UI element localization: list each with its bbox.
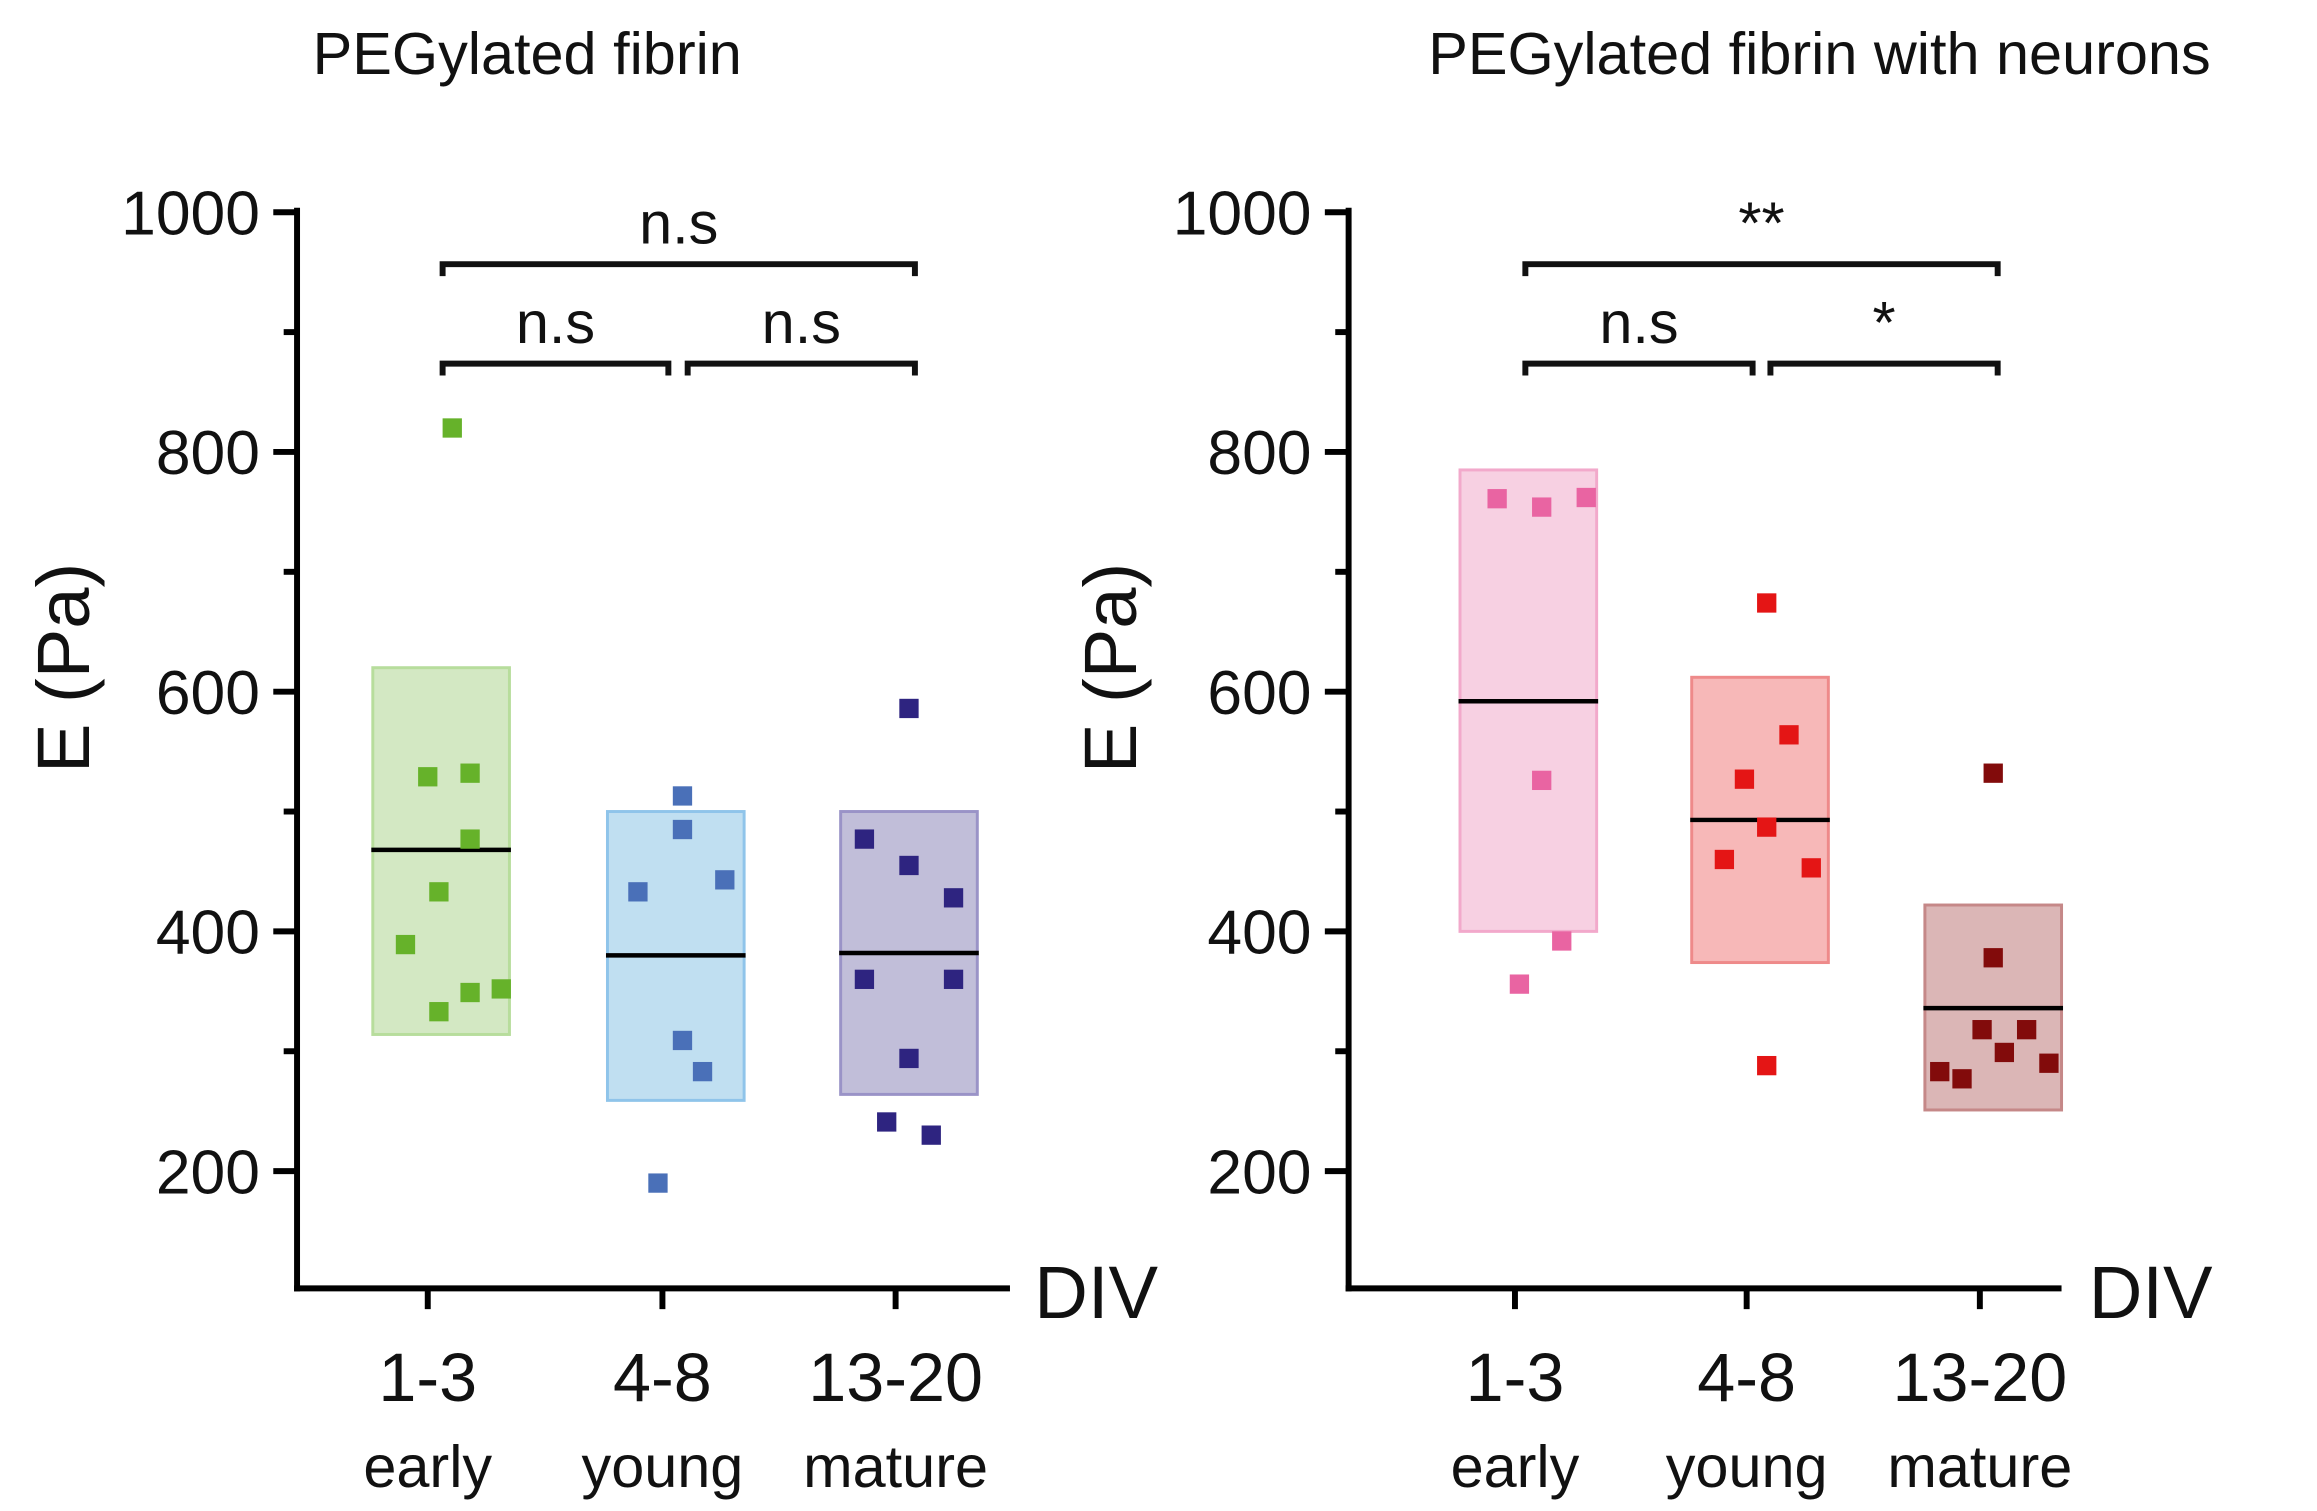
data-point-mature <box>1952 1069 1972 1089</box>
x-axis-label: DIV <box>1034 1251 1158 1334</box>
significance-bracket <box>684 360 918 376</box>
x-tick-sublabel: mature <box>1887 1433 2072 1500</box>
x-tick-sublabel: young <box>1666 1433 1828 1500</box>
data-point-early <box>442 418 462 438</box>
significance-bracket <box>439 360 672 376</box>
data-point-young <box>692 1061 713 1082</box>
significance-bracket <box>1522 261 2001 277</box>
y-tick-label: 200 <box>1207 1138 1311 1207</box>
data-point-early <box>1576 487 1596 508</box>
data-point-mature <box>1994 1042 2015 1063</box>
data-point-early <box>1552 931 1572 951</box>
panel-pegylated-fibrin: PEGylated fibrin E (Pa) DIV 200 400 600 800 100… <box>22 20 1158 1500</box>
x-tick-sublabel: mature <box>803 1433 988 1500</box>
data-point-young <box>1757 593 1777 613</box>
significance-bracket <box>1522 360 1756 376</box>
data-point-young <box>672 1030 693 1051</box>
y-tick-label: 600 <box>156 659 260 728</box>
data-point-young <box>1714 849 1735 870</box>
data-point-mature <box>854 969 875 989</box>
data-point-early <box>491 979 511 999</box>
significance-bracket <box>439 261 918 277</box>
significance-bracket <box>1767 360 2001 376</box>
y-tick-label: 800 <box>156 419 260 488</box>
data-point-mature <box>1983 948 2003 968</box>
data-point-young <box>672 786 693 806</box>
data-point-mature <box>854 829 875 849</box>
x-tick-label: 13-20 <box>1892 1340 2067 1416</box>
data-point-mature <box>899 855 919 876</box>
x-tick-label: 4-8 <box>1697 1340 1796 1416</box>
y-tick-label: 1000 <box>121 180 260 249</box>
data-point-early <box>429 1002 449 1022</box>
data-point-mature <box>899 698 919 719</box>
data-point-early <box>1532 770 1552 791</box>
data-point-early <box>1509 974 1530 994</box>
y-axis-label: E (Pa) <box>1069 563 1152 773</box>
data-point-mature <box>943 969 964 989</box>
x-axis-label: DIV <box>2089 1251 2213 1334</box>
x-tick-sublabel: young <box>582 1433 744 1500</box>
data-point-young <box>1801 858 1821 878</box>
data-point-mature <box>1972 1020 1992 1040</box>
y-tick-label: 1000 <box>1173 180 1312 249</box>
data-point-mature <box>943 888 964 908</box>
y-tick-label: 200 <box>156 1138 260 1207</box>
y-tick-label: 800 <box>1207 419 1311 488</box>
data-point-early <box>429 882 449 902</box>
data-point-early <box>460 982 480 1003</box>
x-tick-sublabel: early <box>1451 1433 1580 1500</box>
y-axis-label: E (Pa) <box>22 563 105 773</box>
data-point-young <box>715 870 735 890</box>
data-point-mature <box>921 1125 941 1145</box>
data-point-young <box>628 882 648 902</box>
data-point-early <box>1487 489 1507 509</box>
x-tick-label: 1-3 <box>378 1340 477 1416</box>
significance-label: ** <box>1738 189 1784 256</box>
data-point-young <box>1734 769 1755 789</box>
chart-title: PEGylated fibrin with neurons <box>1428 20 2210 87</box>
x-tick-sublabel: early <box>363 1433 492 1500</box>
data-point-mature <box>1983 763 2003 783</box>
data-point-mature <box>2039 1053 2059 1073</box>
data-point-early <box>460 763 480 783</box>
panel-pegylated-fibrin-with-neurons: PEGylated fibrin with neurons E (Pa) DIV 20… <box>1069 20 2213 1500</box>
significance-label: n.s <box>762 289 841 356</box>
x-tick-label: 4-8 <box>613 1340 712 1416</box>
significance-label: * <box>1872 289 1895 356</box>
y-tick-label: 400 <box>1207 899 1311 968</box>
data-point-young <box>1779 725 1799 745</box>
chart-title: PEGylated fibrin <box>313 20 742 87</box>
data-point-young <box>648 1173 668 1193</box>
significance-label: n.s <box>639 189 718 256</box>
data-point-early <box>418 767 438 787</box>
x-tick-label: 1-3 <box>1466 1340 1565 1416</box>
data-point-young <box>672 819 693 840</box>
data-point-early <box>395 934 416 955</box>
data-point-early <box>460 829 480 849</box>
significance-label: n.s <box>1599 289 1678 356</box>
data-point-young <box>1757 817 1777 837</box>
data-point-mature <box>2016 1020 2037 1040</box>
data-point-early <box>1532 497 1552 517</box>
data-point-mature <box>877 1112 897 1132</box>
data-point-mature <box>1930 1061 1950 1082</box>
data-point-mature <box>899 1048 919 1069</box>
y-tick-label: 400 <box>156 899 260 968</box>
data-point-young <box>1757 1055 1777 1076</box>
y-tick-label: 600 <box>1207 659 1311 728</box>
x-tick-label: 13-20 <box>808 1340 983 1416</box>
significance-label: n.s <box>516 289 595 356</box>
